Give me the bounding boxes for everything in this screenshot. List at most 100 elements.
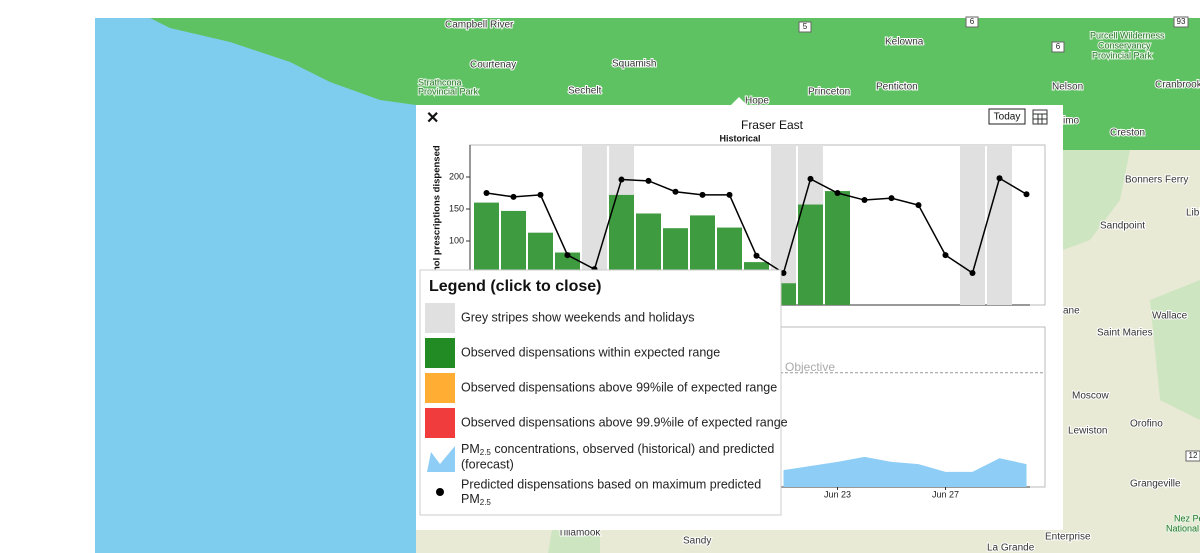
legend-subscript: 2.5 [480, 498, 492, 507]
map-label: Purcell Wilderness [1090, 30, 1165, 40]
point [537, 191, 544, 198]
popup-title: Fraser East [741, 118, 804, 132]
shield-label: 6 [970, 17, 975, 26]
point [564, 252, 571, 259]
point [645, 177, 652, 184]
point [726, 191, 733, 198]
map-label: Campbell River [445, 20, 514, 31]
point [780, 270, 787, 276]
legend-swatch [436, 488, 444, 496]
point [753, 252, 760, 259]
map-label: Sandy [683, 536, 711, 547]
y-tick-label: 100 [449, 235, 464, 245]
y-axis-label: mol prescriptions dispensed [432, 145, 443, 275]
map-label: Orofino [1130, 419, 1163, 430]
point [510, 193, 517, 200]
legend-title: Legend (click to close) [429, 278, 601, 295]
map-label: Lewiston [1068, 426, 1107, 437]
map-label: Courtenay [470, 60, 516, 71]
map-label: Libl [1186, 208, 1200, 219]
point [834, 190, 841, 196]
map-label: Grangeville [1130, 479, 1181, 490]
map-label: Conservancy [1098, 40, 1151, 50]
shield [1051, 41, 1065, 53]
popup-pointer [731, 97, 747, 105]
point [888, 195, 895, 202]
map-label: Provincial Park [1092, 50, 1153, 60]
legend-text: PM2.5 concentrations, observed (historic… [461, 442, 774, 457]
point [672, 188, 679, 195]
map-label: Strathcona [418, 77, 462, 87]
today-button[interactable] [988, 108, 1026, 125]
shield [1185, 450, 1200, 462]
shield [965, 16, 979, 28]
map-label: Cranbrook [1155, 80, 1200, 91]
bar [825, 191, 850, 305]
close-button[interactable]: ✕ [426, 110, 439, 127]
holiday-stripe [987, 145, 1012, 305]
map-label: Sandpoint [1100, 221, 1145, 232]
map-label: Enterprise [1045, 532, 1091, 543]
legend-text: PM2.5 [461, 492, 491, 507]
map-label: imo [1063, 116, 1080, 127]
land-park [548, 530, 600, 553]
legend-text-part: PM [461, 492, 480, 506]
legend[interactable]: Legend (click to close) Grey stripes sho… [419, 269, 788, 516]
point [969, 270, 976, 276]
point [1023, 191, 1030, 198]
shield-label: 5 [803, 22, 808, 31]
map-label: Nelson [1052, 82, 1083, 93]
land-park [1150, 280, 1200, 420]
map-label: Squamish [612, 59, 656, 70]
map-label: Moscow [1072, 391, 1109, 402]
legend-box [419, 269, 782, 516]
legend-text: (forecast) [461, 457, 514, 471]
map-label: Penticton [876, 82, 918, 93]
map-label: Sechelt [568, 86, 602, 97]
point [483, 190, 490, 196]
land [1063, 150, 1200, 553]
legend-swatch [425, 373, 455, 403]
chart-subtitle: Historical [719, 133, 760, 143]
map-label: Kelowna [885, 37, 924, 48]
land-park [1063, 150, 1130, 250]
legend-subscript: 2.5 [480, 448, 492, 457]
legend-swatch [425, 338, 455, 368]
y-tick-label: 150 [449, 203, 464, 213]
legend-text: Grey stripes show weekends and holidays [461, 310, 694, 324]
legend-swatch [425, 303, 455, 333]
legend-swatch [425, 408, 455, 438]
y-tick-label: 200 [449, 171, 464, 181]
point [861, 197, 868, 204]
shield-label: 6 [1056, 42, 1061, 51]
legend-text: Observed dispensations above 99.9%ile of… [461, 415, 788, 429]
legend-swatch [427, 446, 455, 472]
map-label: Creston [1110, 128, 1145, 139]
legend-text: Predicted dispensations based on maximum… [461, 477, 761, 491]
map-label: Provincial Park [418, 86, 479, 96]
point [699, 191, 706, 198]
shield-label: 93 [1177, 17, 1186, 26]
x-tick-label: Jun 27 [932, 489, 959, 499]
point [915, 202, 922, 209]
shield-label: 12 [1189, 451, 1198, 460]
map-label: National [1166, 523, 1199, 533]
map-label: Princeton [808, 87, 850, 98]
land [416, 530, 1063, 553]
map-label: Bonners Ferry [1125, 175, 1188, 186]
map-label: Nez Pe [1174, 513, 1200, 523]
point [807, 175, 814, 182]
point [618, 176, 625, 183]
legend-text-part: concentrations, observed (historical) an… [491, 442, 775, 456]
map-label: Hope [745, 96, 769, 107]
map-label: Saint Maries [1097, 328, 1153, 339]
map-label: La Grande [987, 543, 1035, 553]
holiday-stripe [960, 145, 985, 305]
bar [798, 204, 823, 305]
point [942, 252, 949, 259]
legend-text-part: PM [461, 442, 480, 456]
calendar-button[interactable] [1032, 109, 1048, 125]
shield [1173, 16, 1189, 28]
calendar-icon [1032, 109, 1048, 125]
